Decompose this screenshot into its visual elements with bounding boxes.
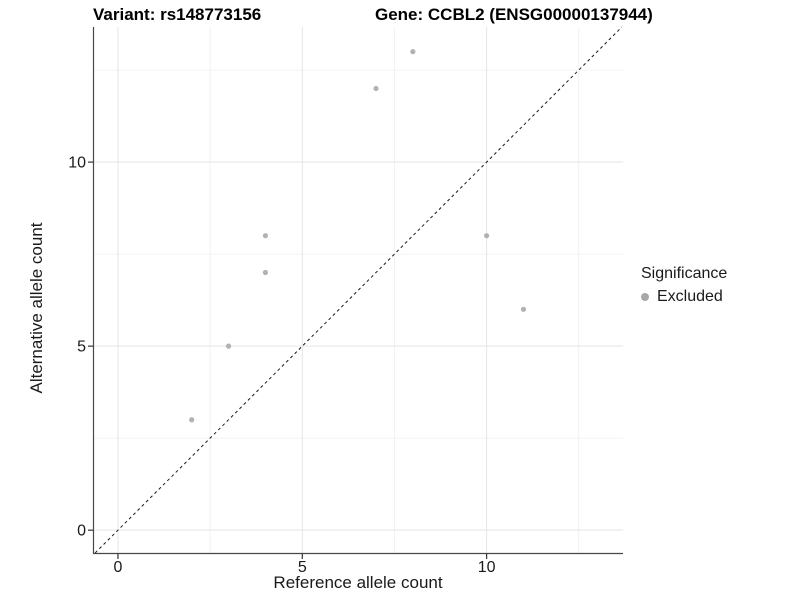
legend: Significance Excluded <box>641 264 727 307</box>
x-axis-title: Reference allele count <box>273 573 443 592</box>
data-point <box>225 343 232 349</box>
x-tick-label: 5 <box>298 559 307 576</box>
y-tick-label: 5 <box>77 339 86 356</box>
identity-line <box>94 26 623 554</box>
y-axis-title: Alternative allele count <box>27 222 46 394</box>
legend-title: Significance <box>641 265 728 282</box>
chart-title-gene: Gene: CCBL2 (ENSG00000137944) <box>375 5 653 24</box>
y-tick-label: 10 <box>68 155 86 172</box>
legend-key-dot-icon <box>641 293 649 301</box>
data-point <box>484 233 490 239</box>
data-point <box>520 306 527 312</box>
data-point <box>189 417 195 423</box>
data-point <box>262 269 269 276</box>
y-tick-label: 0 <box>77 523 86 540</box>
data-point <box>373 85 379 92</box>
data-point <box>410 49 416 55</box>
x-tick-label: 0 <box>114 559 123 576</box>
legend-item-excluded: Excluded <box>641 287 727 307</box>
legend-item-label: Excluded <box>657 288 723 305</box>
x-tick-label: 10 <box>478 559 496 576</box>
data-point <box>262 233 269 239</box>
chart-title-variant: Variant: rs148773156 <box>93 5 262 24</box>
